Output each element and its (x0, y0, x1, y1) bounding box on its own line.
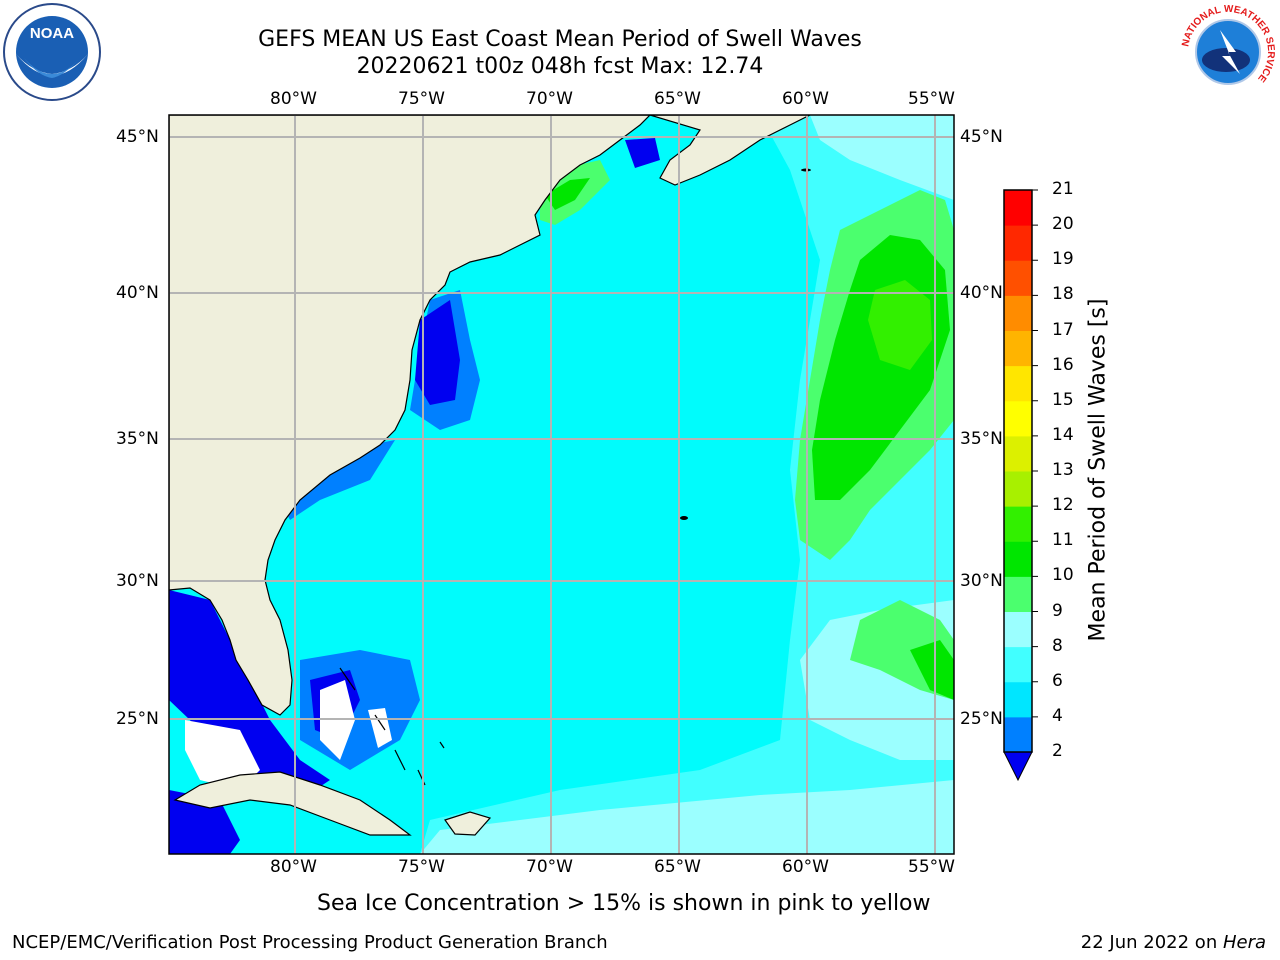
lat-tick-right-45n: 45°N (960, 127, 1003, 147)
land-nova-scotia (649, 115, 811, 186)
lat-tick-right-40n: 40°N (960, 283, 1003, 303)
land-north-america (169, 115, 651, 716)
field-below-2-region-midatlantic (415, 300, 460, 405)
footer-date-text: 22 Jun 2022 on (1080, 932, 1223, 953)
lat-tick-right-25n: 25°N (960, 709, 1003, 729)
noaa-logo: NOAA (3, 3, 101, 101)
colorbar-level-label: 6 (1052, 670, 1063, 691)
map-frame (168, 114, 955, 855)
colorbar-title: Mean Period of Swell Waves [s] (1085, 298, 1111, 642)
colorbar-segment (1004, 435, 1032, 472)
lat-tick-left-40n: 40°N (116, 283, 159, 303)
lon-tick-top-55w: 55°W (908, 89, 955, 109)
colorbar-segment (1004, 260, 1032, 296)
sea-ice-caption: Sea Ice Concentration > 15% is shown in … (317, 891, 931, 916)
lat-tick-left-45n: 45°N (116, 127, 159, 147)
field-11-12-region-se (910, 640, 954, 700)
colorbar (1004, 189, 1038, 753)
lon-tick-bottom-80w: 80°W (270, 857, 317, 877)
colorbar-level-label: 17 (1052, 319, 1074, 340)
lat-tick-right-35n: 35°N (960, 429, 1003, 449)
colorbar-segment (1004, 646, 1032, 683)
lon-tick-bottom-65w: 65°W (654, 857, 701, 877)
chart-title-line1: GEFS MEAN US East Coast Mean Period of S… (258, 27, 862, 52)
colorbar-level-label: 12 (1052, 495, 1074, 516)
lon-tick-top-70w: 70°W (526, 89, 573, 109)
lon-tick-bottom-75w: 75°W (398, 857, 445, 877)
footer-host: Hera (1222, 932, 1266, 953)
field-2-4-region-carolinas (280, 440, 395, 520)
colorbar-segment (1004, 190, 1032, 226)
colorbar-level-label: 20 (1052, 214, 1074, 235)
chart-title-line2: 20220621 t00z 048h fcst Max: 12.74 (356, 54, 764, 79)
colorbar-segment (1004, 576, 1032, 612)
lat-tick-right-30n: 30°N (960, 571, 1003, 591)
colorbar-segment (1004, 506, 1032, 542)
lat-tick-left-35n: 35°N (116, 429, 159, 449)
colorbar-level-label: 18 (1052, 284, 1074, 305)
colorbar-level-label: 21 (1052, 179, 1074, 199)
colorbar-level-label: 19 (1052, 249, 1074, 270)
colorbar-level-label: 4 (1052, 705, 1063, 726)
colorbar-level-label: 9 (1052, 600, 1063, 621)
lat-tick-left-30n: 30°N (116, 571, 159, 591)
colorbar-frame (1003, 189, 1033, 753)
colorbar-segment (1004, 400, 1032, 437)
colorbar-level-label: 14 (1052, 424, 1074, 445)
colorbar-segment (1004, 681, 1032, 718)
field-8-9-region (420, 780, 954, 854)
land-hispaniola (444, 811, 492, 836)
land-bahamas-islands (339, 667, 445, 786)
colorbar-under-arrow (1003, 751, 1033, 782)
lon-tick-top-65w: 65°W (654, 89, 701, 109)
colorbar-segment (1004, 716, 1032, 753)
lat-tick-left-25n: 25°N (116, 709, 159, 729)
colorbar-segment (1004, 541, 1032, 577)
colorbar-level-label: 16 (1052, 354, 1074, 375)
noaa-logo-text: NOAA (30, 25, 74, 42)
land-cuba (173, 771, 412, 836)
field-12-13-region (868, 280, 932, 370)
lon-tick-bottom-55w: 55°W (908, 857, 955, 877)
nws-logo: NATIONAL WEATHER SERVICE (1178, 2, 1278, 102)
colorbar-segment (1004, 611, 1032, 648)
lon-tick-bottom-70w: 70°W (526, 857, 573, 877)
graticule (169, 115, 954, 854)
field-gulf-of-maine-inner (545, 178, 590, 210)
lon-tick-top-80w: 80°W (270, 89, 317, 109)
colorbar-segment (1004, 330, 1032, 367)
colorbar-level-label: 8 (1052, 635, 1063, 656)
colorbar-segment (1004, 225, 1032, 261)
colorbar-level-label: 10 (1052, 565, 1074, 586)
colorbar-level-label: 2 (1052, 741, 1063, 761)
colorbar-level-label: 13 (1052, 460, 1074, 480)
footer-date: 22 Jun 2022 on Hera (1081, 932, 1266, 953)
lon-tick-top-75w: 75°W (398, 89, 445, 109)
field-maine-bay (625, 138, 660, 168)
no-data-gulf-shelf (185, 720, 260, 790)
colorbar-segment (1004, 365, 1032, 402)
colorbar-level-label: 15 (1052, 389, 1074, 410)
colorbar-level-label: 11 (1052, 530, 1074, 551)
colorbar-segment (1004, 471, 1032, 507)
colorbar-segment (1004, 295, 1032, 331)
lon-tick-top-60w: 60°W (782, 89, 829, 109)
land-bermuda (680, 516, 688, 520)
lon-tick-bottom-60w: 60°W (782, 857, 829, 877)
footer-org: NCEP/EMC/Verification Post Processing Pr… (12, 932, 608, 953)
